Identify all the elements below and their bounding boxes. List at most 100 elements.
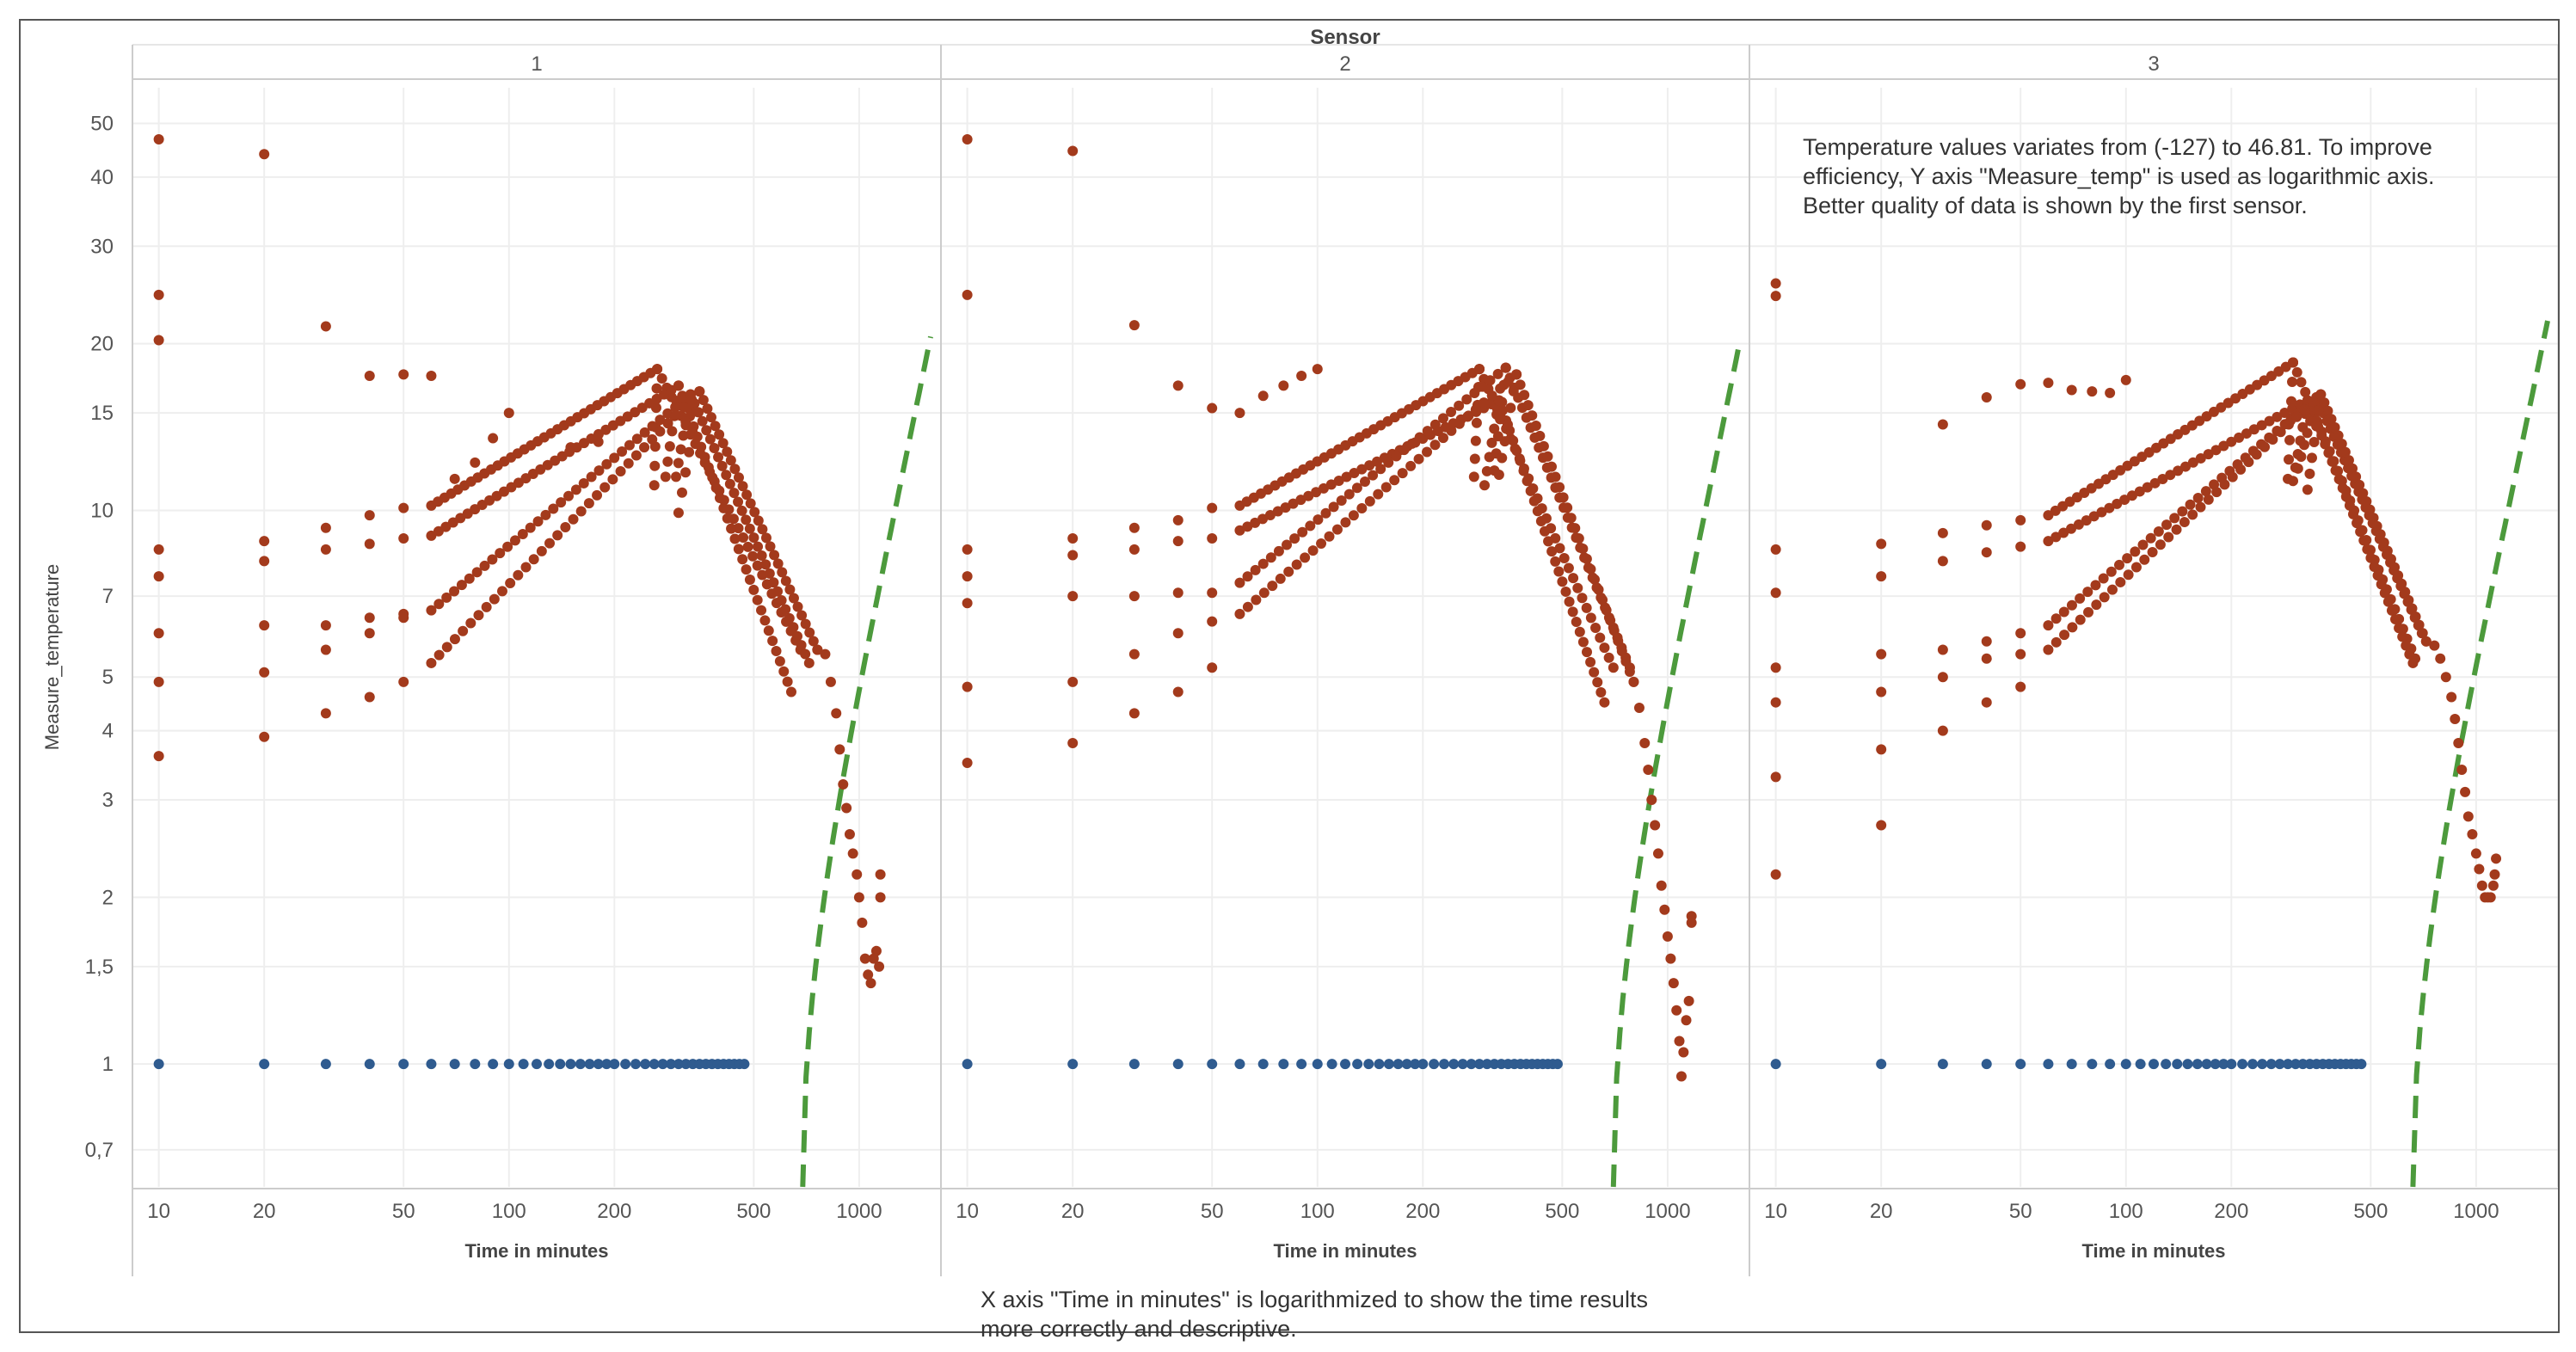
temperature-point <box>320 544 331 555</box>
temperature-point <box>2413 619 2425 630</box>
temperature-point <box>2435 653 2446 664</box>
baseline-point <box>1374 1059 1385 1070</box>
temperature-point <box>1550 471 1561 482</box>
temperature-point <box>1519 390 1530 401</box>
temperature-point <box>1267 581 1278 592</box>
temperature-point <box>1589 574 1600 585</box>
temperature-point <box>753 541 764 552</box>
temperature-point <box>1343 489 1355 500</box>
temperature-point <box>2404 648 2415 660</box>
temperature-point <box>1471 417 1482 428</box>
temperature-point <box>481 601 492 612</box>
temperature-point <box>763 625 774 636</box>
baseline-point <box>1429 1059 1440 1070</box>
y-tick-label: 50 <box>90 112 114 135</box>
baseline-point <box>2161 1059 2172 1070</box>
temperature-point <box>1981 653 1992 664</box>
temperature-point <box>2407 603 2418 614</box>
trend-curve <box>800 335 933 1188</box>
temperature-point <box>593 465 605 476</box>
temperature-point <box>1605 615 1616 626</box>
temperature-point <box>2288 476 2299 487</box>
temperature-point <box>2375 529 2386 540</box>
temperature-point <box>2453 737 2464 748</box>
baseline-point <box>426 1059 437 1070</box>
temperature-point <box>2474 863 2485 875</box>
temperature-point <box>768 577 779 588</box>
baseline-point <box>1234 1059 1245 1070</box>
temperature-point <box>2401 640 2412 651</box>
baseline-point <box>2149 1059 2159 1070</box>
temperature-point <box>662 418 673 429</box>
baseline-point <box>673 1059 684 1070</box>
temperature-point <box>2139 554 2150 565</box>
y-axis-note: Temperature values variates from (-127) … <box>1803 134 2435 218</box>
temperature-point <box>1518 465 1529 476</box>
temperature-point <box>1503 376 1514 387</box>
baseline-point <box>2043 1059 2054 1070</box>
temperature-point <box>1574 626 1585 637</box>
temperature-point <box>1257 390 1269 402</box>
temperature-point <box>1265 552 1276 563</box>
temperature-point <box>1172 380 1183 391</box>
y-tick-label: 7 <box>102 585 114 608</box>
temperature-point <box>1356 503 1368 514</box>
temperature-point <box>1454 400 1465 411</box>
temperature-point <box>803 657 815 668</box>
temperature-point <box>2393 570 2404 581</box>
temperature-point <box>1668 978 1679 989</box>
baseline-point <box>565 1059 576 1070</box>
temperature-point <box>800 648 811 660</box>
temperature-point <box>1577 636 1589 648</box>
temperature-point <box>1234 577 1245 588</box>
temperature-point <box>710 421 721 432</box>
temperature-point <box>649 460 661 471</box>
temperature-point <box>1283 566 1294 577</box>
temperature-point <box>2015 628 2026 639</box>
temperature-point <box>792 630 803 642</box>
temperature-point <box>1242 571 1253 582</box>
temperature-point <box>2284 434 2296 446</box>
baseline-point <box>488 1059 499 1070</box>
temperature-point <box>1257 558 1269 569</box>
temperature-point <box>2169 513 2180 524</box>
temperature-point <box>2389 614 2401 625</box>
temperature-point <box>2066 523 2077 534</box>
temperature-point <box>1539 525 1550 537</box>
temperature-point <box>2358 488 2369 499</box>
temperature-point <box>532 516 544 527</box>
baseline-point <box>449 1059 460 1070</box>
temperature-point <box>153 133 164 144</box>
temperature-point <box>2235 464 2247 475</box>
temperature-point <box>812 644 823 655</box>
temperature-point <box>847 848 858 859</box>
temperature-point <box>505 578 516 589</box>
temperature-point <box>655 426 666 437</box>
temperature-point <box>2397 631 2408 642</box>
x-tick-label: 200 <box>597 1200 631 1223</box>
temperature-point <box>1643 765 1654 776</box>
temperature-point <box>1470 435 1481 446</box>
temperature-point <box>1380 482 1392 493</box>
temperature-point <box>820 648 831 660</box>
temperature-point <box>259 667 270 678</box>
temperature-point <box>676 487 687 498</box>
baseline-point <box>2210 1059 2221 1070</box>
temperature-point <box>364 628 375 639</box>
temperature-point <box>1876 571 1887 582</box>
temperature-point <box>691 406 702 417</box>
temperature-point <box>729 533 741 544</box>
y-tick-label: 3 <box>102 789 114 812</box>
temperature-point <box>153 628 164 639</box>
temperature-point <box>479 560 490 571</box>
temperature-point <box>1307 545 1319 556</box>
temperature-point <box>737 554 748 565</box>
temperature-point <box>696 441 707 452</box>
baseline-point <box>1172 1059 1183 1070</box>
temperature-point <box>2187 457 2198 468</box>
temperature-point <box>796 610 808 621</box>
temperature-point <box>1515 379 1526 390</box>
x-tick-label: 50 <box>2009 1200 2032 1223</box>
y-tick-label: 30 <box>90 235 114 258</box>
temperature-point <box>1172 536 1183 547</box>
